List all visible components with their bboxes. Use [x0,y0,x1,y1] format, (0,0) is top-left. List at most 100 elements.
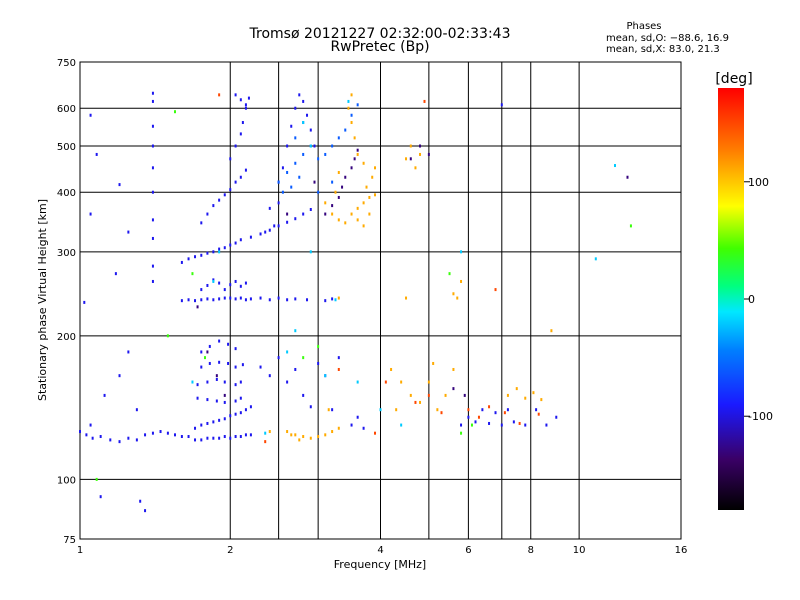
y-tick-label: 75 [63,535,76,546]
data-point [229,157,232,161]
data-point [324,374,327,378]
data-point [196,396,199,400]
data-point [229,414,232,418]
data-point [390,367,393,371]
colorbar-tick-label: 0 [748,293,755,306]
y-tick-label: 400 [57,188,76,199]
data-point [239,411,242,415]
data-point [144,433,147,437]
data-point [290,433,293,437]
data-point [239,296,242,300]
data-point [135,438,138,442]
data-point [218,360,221,364]
y-axis-ticks: 75 100 200 300 400 500 600 750 [57,58,76,546]
data-point [324,212,327,216]
data-point [356,415,359,419]
data-point [374,193,377,197]
data-point [244,281,247,285]
data-point [95,152,98,156]
data-point [540,398,543,402]
chart-title: Tromsø 20121227 02:32:00-02:33:43 [249,26,511,42]
phase-x-stats: mean, sd,X: 83.0, 21.3 [606,44,720,55]
data-point [474,420,477,424]
data-point [309,128,312,132]
data-point [259,232,262,236]
data-point [427,380,430,384]
data-point [344,128,347,132]
data-point [187,298,190,302]
data-point [264,431,267,435]
y-tick-label: 300 [57,248,76,259]
data-point [200,438,203,442]
chart-subtitle: RwPretec (Bp) [330,39,430,55]
data-point [151,124,154,128]
data-point [347,99,350,103]
data-point [331,144,334,148]
data-point [218,339,221,343]
data-point [206,421,209,425]
data-point [362,224,365,228]
data-point [223,380,226,384]
data-point [290,124,293,128]
x-tick-label: 1 [77,545,83,556]
data-point [244,298,247,302]
data-point [234,93,237,97]
data-point [114,272,117,276]
data-point [259,365,262,369]
data-point [286,298,289,302]
data-point [206,398,209,402]
data-point [166,431,169,435]
data-point [337,426,340,430]
data-point [118,183,121,187]
data-point [347,106,350,110]
data-point [337,296,340,300]
data-point [229,188,232,192]
data-point [294,217,297,221]
data-point [218,247,221,251]
data-point [200,288,203,292]
data-point [218,418,221,422]
data-point [324,299,327,303]
phase-o-stats: mean, sd,O: −88.6, 16.9 [606,33,729,44]
data-point [353,136,356,140]
data-point [427,152,430,156]
data-point [151,91,154,95]
data-point [277,224,280,228]
data-point [494,288,497,292]
data-point [234,297,237,301]
data-point [317,190,320,194]
x-axis-label: Frequency [MHz] [334,558,426,571]
data-point [452,367,455,371]
data-point [249,433,252,437]
data-point [212,436,215,440]
data-point [317,157,320,161]
data-point [244,168,247,172]
data-point [281,190,284,194]
data-point [99,435,102,439]
y-tick-label: 600 [57,104,76,115]
data-point [241,363,244,367]
data-point [481,408,484,412]
data-point [302,356,305,360]
data-point [200,365,203,369]
x-tick-label: 2 [227,545,233,556]
data-point [103,393,106,397]
data-point [173,433,176,437]
data-point [302,99,305,103]
data-point [249,405,252,409]
data-point [337,218,340,222]
data-point [613,164,616,168]
data-point [294,367,297,371]
data-point [89,423,92,427]
colorbar-label: [deg] [715,71,752,87]
data-point [524,423,527,427]
data-point [440,411,443,415]
data-point [368,212,371,216]
data-point [144,509,147,513]
data-point [356,152,359,156]
data-point [218,198,221,202]
data-point [227,361,230,365]
data-point [151,279,154,283]
x-tick-label: 8 [528,545,534,556]
data-point [313,144,316,148]
